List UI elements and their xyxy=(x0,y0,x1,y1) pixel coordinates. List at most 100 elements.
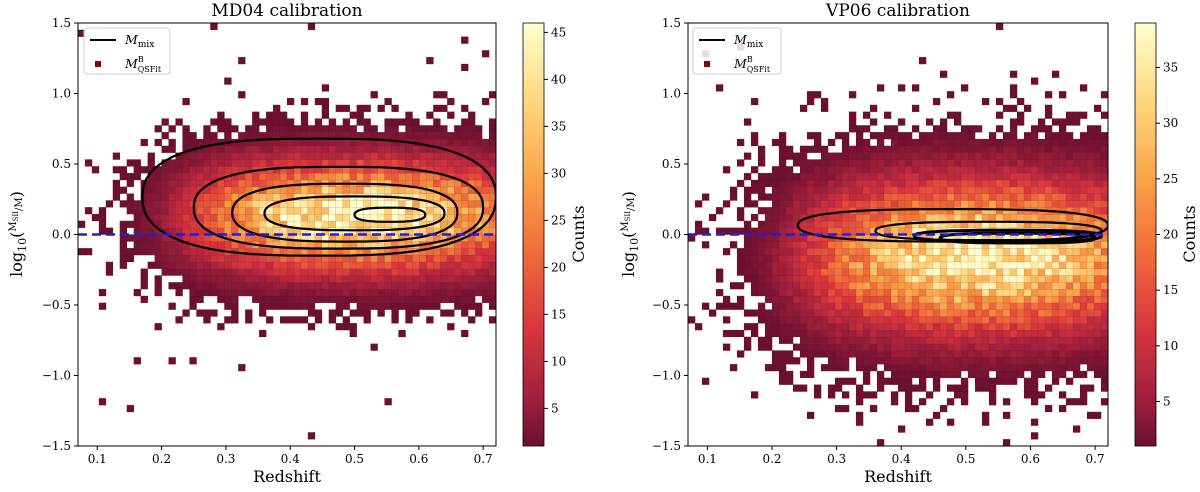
heatmap-cell xyxy=(335,220,344,229)
heatmap-cell xyxy=(799,336,808,345)
heatmap-cell xyxy=(1051,172,1060,181)
heatmap-cell xyxy=(841,309,850,317)
heatmap-cell xyxy=(890,247,899,256)
heatmap-cell xyxy=(792,275,801,283)
heatmap-cell xyxy=(1065,138,1074,147)
heatmap-cell xyxy=(792,247,801,256)
heatmap-cell xyxy=(827,152,836,160)
heatmap-cell xyxy=(474,138,483,147)
heatmap-cell xyxy=(757,247,766,256)
heatmap-cell xyxy=(806,220,815,229)
heatmap-cell xyxy=(939,159,948,167)
heatmap-cell xyxy=(792,357,801,365)
heatmap-cell xyxy=(1009,104,1018,113)
heatmap-cell xyxy=(419,288,427,297)
heatmap-cell xyxy=(939,213,948,222)
heatmap-cell xyxy=(771,357,780,365)
heatmap-cell xyxy=(1037,179,1046,188)
heatmap-cell xyxy=(238,282,246,290)
heatmap-cell xyxy=(757,336,766,345)
heatmap-cell xyxy=(210,268,218,276)
heatmap-cell xyxy=(182,254,190,263)
heatmap-cell xyxy=(750,166,759,174)
heatmap-cell xyxy=(743,261,752,270)
heatmap-cell xyxy=(265,295,274,304)
heatmap-cell xyxy=(995,309,1004,317)
heatmap-cell xyxy=(272,125,281,133)
heatmap-cell xyxy=(771,138,780,147)
heatmap-cell xyxy=(1058,261,1067,270)
heatmap-cell xyxy=(433,261,441,270)
heatmap-cell xyxy=(750,322,759,331)
heatmap-cell xyxy=(834,302,843,310)
heatmap-cell xyxy=(981,384,990,392)
heatmap-cell xyxy=(820,166,829,174)
heatmap-cell xyxy=(806,241,815,249)
heatmap-cell xyxy=(321,295,330,304)
heatmap-cell xyxy=(1016,329,1025,338)
heatmap-cell xyxy=(771,302,780,310)
heatmap-cell xyxy=(848,152,857,160)
heatmap-cell xyxy=(391,125,399,133)
heatmap-cell xyxy=(488,91,496,99)
heatmap-cell xyxy=(1030,261,1039,270)
heatmap-cell xyxy=(440,125,448,133)
heatmap-cell xyxy=(869,241,878,249)
heatmap-cell xyxy=(876,213,885,222)
heatmap-cell xyxy=(1023,104,1032,113)
heatmap-cell xyxy=(105,268,114,276)
colorbar xyxy=(522,22,545,447)
heatmap-cell xyxy=(300,207,309,215)
heatmap-cell xyxy=(785,220,794,229)
heatmap-cell xyxy=(876,336,885,345)
heatmap-cell xyxy=(279,145,288,154)
heatmap-cell xyxy=(189,152,197,160)
heatmap-cell xyxy=(1002,207,1011,215)
heatmap-cell xyxy=(210,186,218,194)
heatmap-cell xyxy=(806,159,815,167)
heatmap-cell xyxy=(440,138,448,147)
heatmap-cell xyxy=(715,268,724,276)
heatmap-cell xyxy=(918,159,927,167)
heatmap-cell xyxy=(454,302,462,310)
heatmap-cell xyxy=(1030,309,1039,317)
heatmap-cell xyxy=(918,329,927,338)
heatmap-cell xyxy=(140,268,149,276)
heatmap-cells xyxy=(78,23,496,440)
heatmap-cell xyxy=(841,336,850,345)
heatmap-cell xyxy=(932,384,941,392)
heatmap-cell xyxy=(1009,377,1018,385)
heatmap-cell xyxy=(154,172,163,181)
heatmap-cell xyxy=(1100,370,1108,379)
heatmap-cell xyxy=(918,145,927,154)
heatmap-cell xyxy=(412,309,420,317)
heatmap-cell xyxy=(799,247,808,256)
heatmap-cell xyxy=(911,213,920,222)
heatmap-cell xyxy=(154,179,163,188)
heatmap-cell xyxy=(918,268,927,276)
heatmap-cell xyxy=(189,282,197,290)
heatmap-cell xyxy=(168,207,176,215)
heatmap-cell xyxy=(1009,247,1018,256)
heatmap-cell xyxy=(1065,343,1074,351)
heatmap-cell xyxy=(981,179,990,188)
heatmap-cell xyxy=(876,329,885,338)
heatmap-cell xyxy=(925,118,934,126)
heatmap-cell xyxy=(481,288,490,297)
heatmap-cell xyxy=(869,179,878,188)
heatmap-cell xyxy=(981,254,990,263)
heatmap-cell xyxy=(883,329,892,338)
heatmap-cell xyxy=(460,138,469,147)
heatmap-cell xyxy=(196,282,204,290)
heatmap-cell xyxy=(925,186,934,194)
heatmap-cell xyxy=(405,282,413,290)
heatmap-cell xyxy=(377,268,385,276)
heatmap-cell xyxy=(862,282,871,290)
heatmap-cell xyxy=(398,152,406,160)
heatmap-cell xyxy=(1072,159,1081,167)
heatmap-cell xyxy=(855,193,864,201)
heatmap-cell xyxy=(1065,166,1074,174)
x-tick-label: 0.7 xyxy=(1086,452,1105,466)
heatmap-cell xyxy=(834,336,843,345)
heatmap-cell xyxy=(426,282,434,290)
